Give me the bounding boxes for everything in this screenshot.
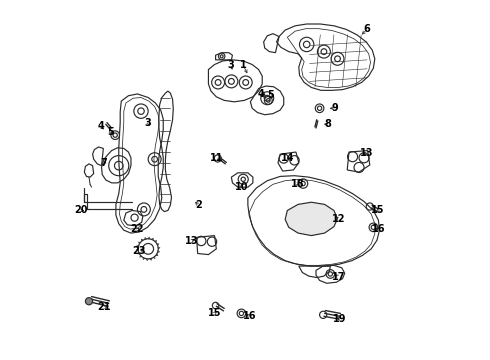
Text: 5: 5 <box>107 127 114 136</box>
Text: 21: 21 <box>98 302 111 312</box>
Text: 3: 3 <box>145 118 151 128</box>
Text: 3: 3 <box>227 60 234 70</box>
Text: 11: 11 <box>210 153 223 163</box>
Circle shape <box>85 298 93 305</box>
Text: 7: 7 <box>100 158 107 168</box>
Text: 13: 13 <box>184 236 198 246</box>
Text: 13: 13 <box>360 148 374 158</box>
Text: 23: 23 <box>132 246 146 256</box>
Text: 4: 4 <box>258 89 265 99</box>
Text: 15: 15 <box>371 206 385 216</box>
Polygon shape <box>285 202 338 235</box>
Text: 22: 22 <box>131 225 144 234</box>
Text: 1: 1 <box>240 60 246 70</box>
Text: 16: 16 <box>243 311 256 321</box>
Text: 12: 12 <box>332 215 345 224</box>
Text: 9: 9 <box>331 103 338 113</box>
Text: 14: 14 <box>281 153 295 163</box>
Text: 18: 18 <box>291 179 305 189</box>
Text: 10: 10 <box>235 182 248 192</box>
Text: 20: 20 <box>74 206 88 216</box>
Text: 19: 19 <box>333 314 347 324</box>
Text: 15: 15 <box>208 309 221 318</box>
Text: 4: 4 <box>98 121 104 131</box>
Text: 6: 6 <box>364 24 370 35</box>
Text: 16: 16 <box>371 225 385 234</box>
Text: 8: 8 <box>324 120 331 129</box>
Text: 17: 17 <box>332 272 345 282</box>
Text: 2: 2 <box>195 200 202 210</box>
Text: 5: 5 <box>268 90 274 100</box>
